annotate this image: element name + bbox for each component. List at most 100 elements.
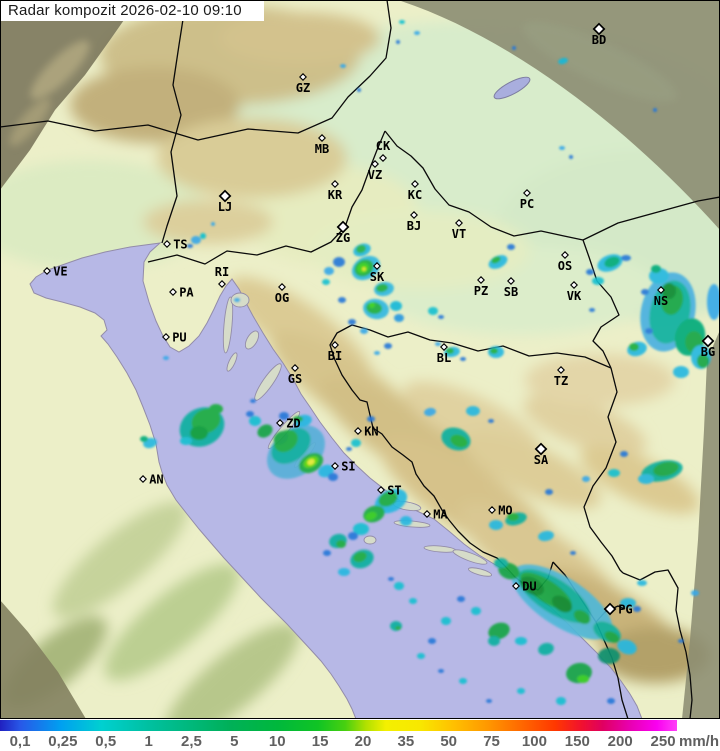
city-label: KR	[328, 188, 343, 202]
city-marker-mb: MB	[315, 134, 329, 156]
city-marker-an: AN	[139, 473, 164, 487]
radar-cell	[338, 297, 346, 303]
city-label: ZD	[286, 417, 300, 431]
legend-tick-label: 0,1	[9, 733, 31, 750]
radar-cell	[608, 469, 620, 477]
radar-cell	[396, 40, 400, 44]
radar-cell	[707, 284, 719, 320]
radar-cell	[488, 636, 500, 646]
city-label: SI	[341, 460, 355, 474]
city-label: KN	[364, 425, 378, 439]
legend-tick-label: 100	[521, 733, 547, 750]
city-label: OG	[275, 291, 289, 305]
city-marker-si: SI	[331, 460, 356, 474]
radar-cell	[388, 577, 394, 581]
radar-cell	[471, 607, 481, 615]
radar-cell	[279, 412, 289, 420]
site-diamond-icon	[507, 277, 515, 285]
radar-cell	[428, 307, 438, 315]
radar-cell	[488, 622, 510, 640]
site-diamond-icon	[657, 286, 665, 294]
city-marker-bl: BL	[437, 343, 451, 365]
legend-tick-label: 35	[397, 733, 415, 750]
radar-cell	[250, 399, 256, 403]
radar-cell	[340, 64, 346, 68]
site-diamond-icon	[557, 366, 565, 374]
radar-cell	[356, 244, 366, 254]
city-label: MA	[433, 508, 448, 522]
radar-cell	[491, 256, 501, 264]
radar-cell	[633, 606, 641, 612]
city-marker-ma: MA	[423, 508, 448, 522]
radar-cell	[333, 257, 345, 267]
radar-cell	[438, 669, 444, 673]
radar-map[interactable]: BD GZ MB CK VZ KR KC PC LJ BJ VT ZG TS OS VE RI SK PA PZ SB…	[0, 0, 720, 719]
radar-cell	[620, 598, 636, 608]
radar-cell	[586, 269, 594, 275]
radar-cell	[322, 279, 330, 285]
city-label: RI	[215, 265, 229, 279]
radar-cell	[367, 416, 375, 422]
city-marker-pz: PZ	[474, 276, 488, 298]
radar-cell	[323, 550, 331, 556]
site-diamond-icon	[512, 582, 520, 590]
radar-cell	[620, 451, 628, 457]
radar-cell	[520, 576, 544, 596]
radar-cell	[621, 255, 631, 261]
site-diamond-icon	[331, 180, 339, 188]
city-label: ZG	[336, 231, 350, 245]
city-label: PG	[618, 603, 632, 617]
city-marker-sa: SA	[534, 442, 549, 467]
site-diamond-icon	[331, 462, 339, 470]
radar-cell	[257, 424, 273, 438]
city-marker-gz: GZ	[296, 73, 310, 95]
radar-cell	[348, 319, 356, 325]
radar-cell	[390, 621, 402, 631]
city-marker-pu: PU	[162, 331, 187, 345]
city-marker-sk: SK	[370, 262, 385, 284]
city-label: LJ	[218, 200, 232, 214]
city-marker-zg: ZG	[336, 220, 350, 245]
radar-cell	[651, 265, 661, 273]
city-label: PA	[179, 286, 194, 300]
city-label: GZ	[296, 81, 310, 95]
city-marker-ns: NS	[654, 286, 668, 308]
radar-cell	[589, 308, 595, 312]
city-marker-os: OS	[558, 251, 572, 273]
site-diamond-icon	[440, 343, 448, 351]
city-label: SB	[504, 285, 518, 299]
radar-cell	[629, 343, 639, 351]
radar-cell	[324, 267, 334, 275]
radar-cell	[662, 283, 676, 299]
radar-cell	[399, 20, 405, 24]
radar-cell	[558, 57, 568, 65]
radar-cell	[417, 653, 425, 659]
city-marker-og: OG	[275, 283, 289, 305]
site-diamond-icon	[570, 281, 578, 289]
radar-cell	[446, 348, 454, 354]
site-diamond-icon	[291, 364, 299, 372]
radar-cell	[604, 256, 620, 268]
precipitation-layer	[140, 20, 719, 705]
site-diamond-icon	[371, 160, 379, 168]
radar-cell	[459, 678, 467, 684]
radar-cell	[638, 474, 654, 484]
site-diamond-icon	[423, 510, 431, 518]
radar-cell	[273, 431, 289, 445]
legend-tick-label: 0,25	[48, 733, 78, 750]
city-label: NS	[654, 294, 668, 308]
map-title-text: Radar kompozit 2026-02-10 09:10	[8, 2, 242, 19]
radar-cell	[517, 688, 525, 694]
radar-cell	[163, 356, 169, 360]
city-marker-pa: PA	[169, 286, 194, 300]
radar-cell	[438, 315, 444, 319]
city-label: BJ	[407, 219, 421, 233]
radar-cell	[353, 523, 369, 535]
radar-cell	[607, 698, 615, 704]
radar-cell	[378, 491, 398, 507]
radar-cell	[507, 244, 515, 250]
site-diamond-icon	[603, 602, 617, 616]
intensity-legend: mm/h 0,1 0,25 0,5 1 2,5 5 10 15 20 35 50 75 100 150 20…	[0, 719, 720, 751]
site-diamond-icon	[218, 189, 232, 203]
radar-cell	[336, 540, 346, 548]
